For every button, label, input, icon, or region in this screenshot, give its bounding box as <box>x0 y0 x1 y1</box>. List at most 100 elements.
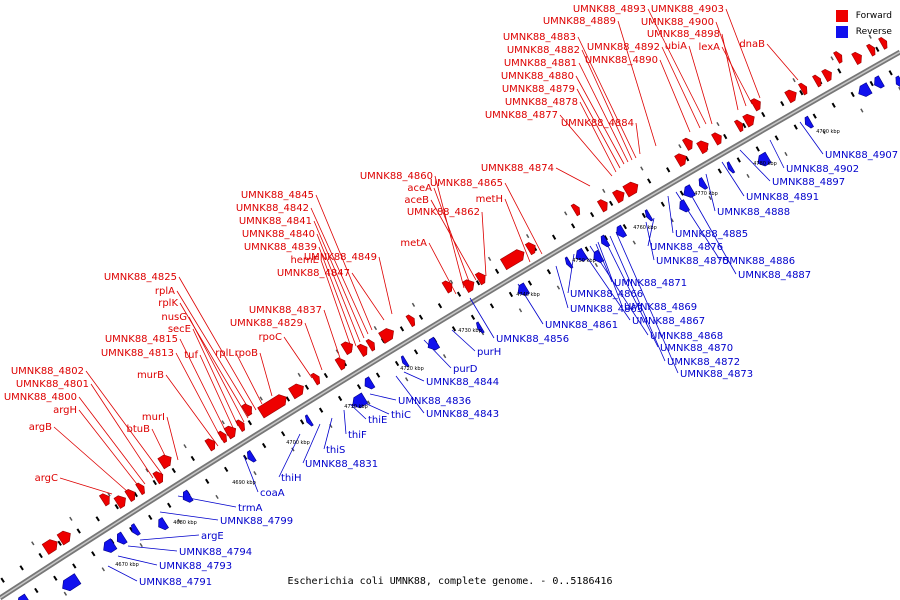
forward-gene-label: rpoB <box>235 348 259 359</box>
reverse-gene-arrow <box>564 256 574 269</box>
forward-gene-arrow <box>733 119 744 133</box>
reverse-gene-label: UMNK88_4856 <box>496 334 569 345</box>
forward-gene-label: rplL <box>215 348 234 359</box>
minor-tick <box>221 420 225 425</box>
minor-tick <box>399 326 405 332</box>
minor-tick <box>831 102 836 108</box>
minor-tick <box>670 218 674 223</box>
forward-gene-arrow <box>405 314 416 328</box>
forward-leader-line <box>578 62 629 163</box>
forward-gene-arrow <box>223 425 237 440</box>
forward-leader-line <box>179 338 229 437</box>
reverse-leader-line <box>451 329 476 352</box>
reverse-gene-label: UMNK88_4871 <box>614 278 687 289</box>
forward-leader-line <box>283 336 313 379</box>
reverse-gene-arrow <box>62 573 82 592</box>
reverse-gene-label: UMNK88_4876 <box>650 242 723 253</box>
forward-leader-line <box>688 45 713 125</box>
reverse-gene-arrow <box>858 82 873 97</box>
reverse-gene-arrow <box>804 115 814 129</box>
forward-gene-arrow <box>152 471 164 485</box>
minor-tick <box>224 466 229 473</box>
forward-leader-line <box>192 328 239 427</box>
minor-tick <box>442 354 447 359</box>
forward-gene-arrow <box>135 482 145 496</box>
forward-leader-line <box>555 167 591 187</box>
forward-gene-label: nusG <box>161 312 187 323</box>
minor-tick <box>101 567 105 572</box>
forward-gene-arrow <box>878 37 888 50</box>
forward-gene-label: UMNK88_4813 <box>101 348 174 359</box>
forward-gene-label: UMNK88_4898 <box>647 29 720 40</box>
reverse-gene-arrow <box>18 593 29 600</box>
reverse-leader-line <box>581 249 631 321</box>
minor-tick <box>437 303 443 309</box>
reverse-gene-arrow <box>116 531 128 545</box>
reverse-swatch <box>835 26 848 38</box>
reverse-gene-label: thiE <box>368 415 387 426</box>
forward-gene-label: UMNK88_4879 <box>502 84 575 95</box>
forward-gene-arrow <box>798 82 808 96</box>
forward-leader-line <box>304 322 323 371</box>
minor-tick <box>475 280 481 286</box>
minor-tick <box>717 168 722 174</box>
reverse-gene-label: UMNK88_4843 <box>426 409 499 420</box>
minor-tick <box>367 400 371 405</box>
forward-gene-arrow <box>204 438 216 452</box>
minor-tick <box>774 135 779 141</box>
minor-tick <box>63 591 68 596</box>
reverse-leader-line <box>705 173 716 212</box>
minor-tick <box>850 91 855 98</box>
minor-tick <box>148 514 153 521</box>
minor-tick <box>413 349 419 355</box>
forward-gene-arrow <box>288 383 304 400</box>
minor-tick <box>640 166 644 171</box>
forward-leader-line <box>165 374 219 447</box>
reverse-gene-arrow <box>427 336 441 351</box>
minor-tick <box>632 240 636 245</box>
forward-gene-label: UMNK88_4880 <box>501 71 574 82</box>
forward-gene-arrow <box>833 51 843 64</box>
forward-gene-arrow <box>612 189 625 204</box>
forward-gene-label: UMNK88_4800 <box>4 392 77 403</box>
minor-tick <box>666 167 671 173</box>
map-caption: Escherichia coli UMNK88, complete genome… <box>287 576 613 587</box>
forward-gene-label: lexA <box>698 42 720 53</box>
reverse-gene-arrow <box>517 282 531 297</box>
reverse-leader-line <box>667 195 674 234</box>
forward-gene-label: aceA <box>407 183 432 194</box>
forward-gene-label: UMNK88_4892 <box>587 42 660 53</box>
forward-gene-label: UMNK88_4884 <box>561 118 634 129</box>
minor-tick <box>761 111 766 118</box>
forward-gene-label: rplA <box>155 286 175 297</box>
minor-tick <box>72 563 77 569</box>
minor-tick <box>190 455 195 462</box>
minor-tick <box>304 384 310 390</box>
reverse-leader-line <box>302 423 321 464</box>
minor-tick <box>678 144 682 149</box>
forward-gene-arrow <box>113 495 126 509</box>
forward-gene-label: metA <box>400 238 427 249</box>
forward-gene-arrow <box>812 74 822 88</box>
forward-leader-line <box>647 8 707 125</box>
forward-gene-label: UMNK88_4900 <box>641 17 714 28</box>
forward-gene-label: UMNK88_4815 <box>105 334 178 345</box>
minor-tick <box>564 211 568 216</box>
forward-leader-line <box>315 194 373 331</box>
forward-gene-label: UMNK88_4878 <box>505 97 578 108</box>
minor-tick <box>888 70 893 76</box>
minor-tick <box>589 211 595 218</box>
minor-tick <box>280 431 286 437</box>
forward-leader-line <box>559 114 613 177</box>
forward-gene-label: secE <box>168 324 191 335</box>
forward-gene-label: UMNK88_4890 <box>585 55 658 66</box>
reverse-gene-label: UMNK88_4844 <box>426 377 499 388</box>
forward-gene-label: UMNK88_4849 <box>304 252 377 263</box>
minor-tick <box>19 565 24 571</box>
minor-tick <box>373 325 378 331</box>
forward-gene-label: murB <box>137 370 164 381</box>
minor-tick <box>356 384 362 390</box>
scale-tick-label: 4790 kbp <box>816 129 840 135</box>
forward-gene-label: UMNK88_4889 <box>543 16 616 27</box>
minor-tick <box>494 268 500 274</box>
